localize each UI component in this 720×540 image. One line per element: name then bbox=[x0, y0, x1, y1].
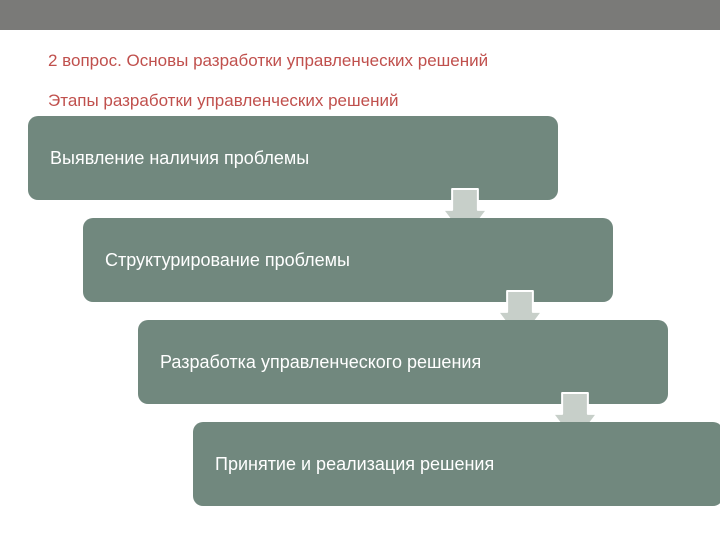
step-label: Структурирование проблемы bbox=[105, 249, 350, 272]
step-label: Принятие и реализация решения bbox=[215, 453, 494, 476]
step-label: Разработка управленческого решения bbox=[160, 351, 481, 374]
step-label: Выявление наличия проблемы bbox=[50, 147, 309, 170]
step-block: Выявление наличия проблемы bbox=[28, 116, 558, 200]
title-line-2: Этапы разработки управленческих решений bbox=[48, 90, 720, 112]
step-block: Принятие и реализация решения bbox=[193, 422, 720, 506]
title-line-1: 2 вопрос. Основы разработки управленческ… bbox=[48, 50, 720, 72]
step-block: Структурирование проблемы bbox=[83, 218, 613, 302]
heading-area: 2 вопрос. Основы разработки управленческ… bbox=[0, 30, 720, 112]
flowchart: Выявление наличия проблемы Структурирова… bbox=[0, 116, 720, 506]
step-block: Разработка управленческого решения bbox=[138, 320, 668, 404]
top-bar bbox=[0, 0, 720, 30]
